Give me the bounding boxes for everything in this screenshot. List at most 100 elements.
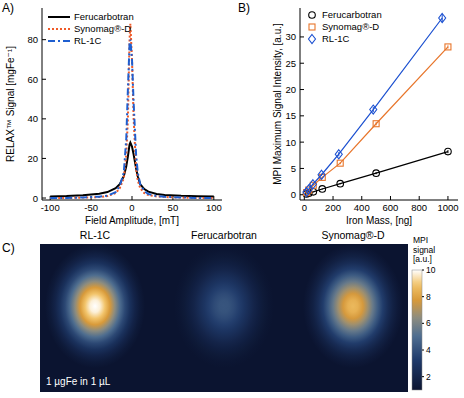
error-bar <box>340 183 341 184</box>
y-tick <box>42 79 46 80</box>
figure: -100-50050100020406080Field Amplitude, [… <box>0 0 464 398</box>
colorbar-tick-label: 2 <box>426 372 431 382</box>
series-line <box>50 24 214 198</box>
panel-label: B) <box>238 1 250 15</box>
x-tick <box>333 196 334 200</box>
point <box>370 105 377 114</box>
signal-blob <box>45 244 145 368</box>
point <box>439 13 446 22</box>
x-tick-label: 600 <box>383 202 399 213</box>
colorbar-label: signal <box>413 245 435 255</box>
plot-area <box>50 24 214 198</box>
y-axis-label: MPI Maximum Signal Intensity, [a.u.] <box>272 23 283 185</box>
colorbar-tick-label: 6 <box>426 318 431 328</box>
y-tick-label: 10 <box>285 137 296 148</box>
y-axis-label: RELAX™ Signal [mgFe⁻¹] <box>5 46 16 162</box>
x-tick-label: 800 <box>411 202 427 213</box>
x-tick-label: 50 <box>168 202 179 213</box>
point <box>303 188 310 197</box>
colorbar-label: MPI <box>413 235 428 245</box>
error-bar <box>340 162 341 164</box>
panel-label: A) <box>2 1 14 15</box>
point <box>335 150 342 159</box>
y-tick-label: 40 <box>27 113 38 124</box>
panel-label: C) <box>2 241 15 255</box>
colorbar-tick <box>422 350 424 351</box>
x-tick <box>390 196 391 200</box>
fit-line <box>307 47 448 193</box>
colorbar-tick <box>422 323 424 324</box>
error-bar <box>313 191 314 193</box>
y-tick-label: 80 <box>27 34 38 45</box>
legend-label: RL-1C <box>74 35 102 46</box>
series-line <box>50 143 214 197</box>
y-tick <box>300 89 304 90</box>
y-tick <box>300 63 304 64</box>
y-tick <box>300 36 304 37</box>
y-tick-label: 5 <box>291 163 296 174</box>
sample-label: Ferucarbotran <box>191 229 257 241</box>
colorbar-label: [a.u.] <box>413 254 432 264</box>
y-tick-label: 15 <box>285 110 296 121</box>
legend-marker <box>309 12 316 19</box>
y-tick <box>42 198 46 199</box>
x-tick <box>447 196 448 200</box>
signal-blob <box>174 244 274 368</box>
point <box>337 160 343 166</box>
error-bar <box>447 45 448 48</box>
y-tick <box>42 118 46 119</box>
point <box>319 186 326 193</box>
point <box>373 121 379 127</box>
error-bar <box>442 14 443 22</box>
legend-swatch <box>48 40 70 42</box>
legend-swatch <box>48 28 70 30</box>
error-bar <box>376 122 377 125</box>
error-bar <box>322 188 323 189</box>
y-tick-label: 0 <box>291 189 296 200</box>
x-tick <box>361 196 362 200</box>
signal-blob <box>303 244 403 368</box>
colorbar <box>412 270 422 390</box>
point <box>318 170 325 179</box>
colorbar-tick <box>422 376 424 377</box>
legend-label: Ferucarbotran <box>322 9 382 20</box>
series-line <box>50 40 214 198</box>
x-axis-label: Field Amplitude, [mT] <box>85 215 179 226</box>
point <box>445 148 452 155</box>
y-tick-label: 20 <box>27 153 38 164</box>
colorbar-tick <box>422 270 424 271</box>
point <box>309 180 316 189</box>
x-tick-label: -50 <box>84 202 98 213</box>
x-tick-label: 1000 <box>437 202 458 213</box>
legend-marker <box>309 24 315 30</box>
x-tick-label: 0 <box>129 202 134 213</box>
sample-label: Synomag®-D <box>321 229 385 241</box>
x-axis-line <box>300 200 458 201</box>
sample-label: RL-1C <box>80 229 111 241</box>
x-tick-label: 400 <box>354 202 370 213</box>
y-tick <box>42 39 46 40</box>
colorbar-tick-label: 8 <box>426 292 431 302</box>
error-bar <box>376 172 377 174</box>
legend-label: Ferucarbotran <box>74 11 134 22</box>
y-tick-label: 25 <box>285 58 296 69</box>
plot-area <box>303 13 451 197</box>
x-tick-label: 0 <box>302 202 307 213</box>
y-tick-label: 60 <box>27 74 38 85</box>
error-bar <box>338 152 339 156</box>
point <box>310 189 317 196</box>
x-tick-label: -100 <box>41 202 60 213</box>
y-tick-label: 0 <box>33 193 38 204</box>
error-bar <box>373 107 374 112</box>
y-tick-label: 30 <box>285 31 296 42</box>
y-tick <box>42 158 46 159</box>
y-axis-line <box>42 8 43 200</box>
fit-line <box>306 18 442 192</box>
point <box>337 180 344 187</box>
point <box>373 170 380 177</box>
error-bar <box>308 189 309 190</box>
legend-label: RL-1C <box>322 33 350 44</box>
y-tick <box>300 168 304 169</box>
legend-swatch <box>48 16 70 18</box>
colorbar-tick-label: 4 <box>426 345 431 355</box>
